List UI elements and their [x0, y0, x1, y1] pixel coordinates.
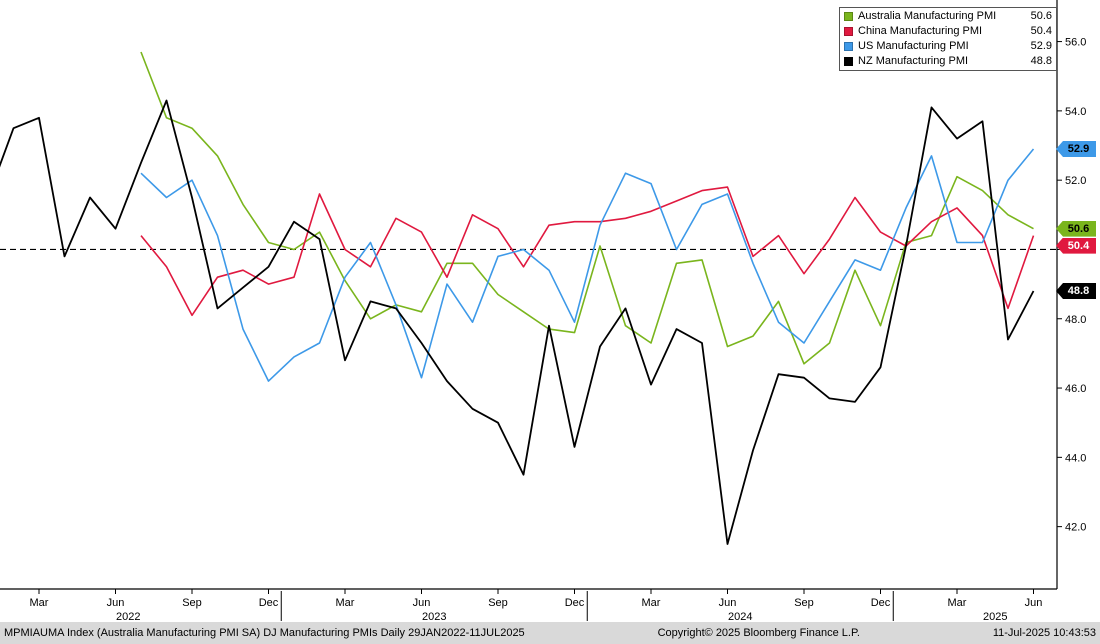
x-tick-label: Jun [1025, 597, 1043, 609]
year-label: 2024 [728, 611, 752, 622]
pmi-line-chart: 56.054.052.050.048.046.044.042.0MarJunSe… [0, 0, 1086, 622]
x-tick-label: Mar [948, 597, 967, 609]
footer-security-description: MPMIAUMA Index (Australia Manufacturing … [4, 627, 525, 639]
footer-timestamp: 11-Jul-2025 10:43:53 [992, 627, 1096, 639]
x-tick-label: Jun [413, 597, 431, 609]
legend-label-china: China Manufacturing PMI [858, 25, 983, 37]
x-tick-label: Dec [565, 597, 585, 609]
legend-swatch-australia [844, 12, 853, 21]
year-label: 2022 [116, 611, 140, 622]
x-tick-label: Dec [871, 597, 891, 609]
last-price-tag-australia: 50.6 [1056, 220, 1096, 237]
y-tick-label: 46.0 [1065, 383, 1086, 395]
series-line-us [140, 148, 1035, 382]
x-tick-label: Sep [488, 597, 508, 609]
x-tick-label: Sep [794, 597, 814, 609]
footer-copyright: Copyright© 2025 Bloomberg Finance L.P. [657, 627, 860, 639]
last-price-tag-nz: 48.8 [1056, 283, 1096, 300]
x-tick-label: Mar [30, 597, 49, 609]
legend-value-china: 50.4 [1030, 25, 1052, 37]
series-line-china [140, 186, 1035, 317]
last-price-tag-us: 52.9 [1056, 140, 1096, 157]
y-tick-label: 48.0 [1065, 314, 1086, 326]
last-price-tag-china: 50.4 [1056, 237, 1096, 254]
year-label: 2025 [983, 611, 1007, 622]
x-tick-label: Jun [107, 597, 125, 609]
series-line-nz [0, 99, 1035, 545]
legend-item-nz[interactable]: NZ Manufacturing PMI 48.8 [840, 54, 1056, 69]
x-tick-label: Mar [336, 597, 355, 609]
x-tick-label: Sep [182, 597, 202, 609]
legend-value-australia: 50.6 [1030, 10, 1052, 22]
legend-item-australia[interactable]: Australia Manufacturing PMI 50.6 [840, 9, 1056, 24]
series-line-australia [140, 51, 1034, 365]
legend-label-australia: Australia Manufacturing PMI [858, 10, 997, 22]
y-tick-label: 52.0 [1065, 175, 1086, 187]
legend-value-us: 52.9 [1030, 40, 1052, 52]
y-tick-label: 54.0 [1065, 106, 1086, 118]
legend-item-china[interactable]: China Manufacturing PMI 50.4 [840, 24, 1056, 39]
legend-swatch-us [844, 42, 853, 51]
legend-label-us: US Manufacturing PMI [858, 40, 969, 52]
chart-legend: Australia Manufacturing PMI 50.6 China Man… [839, 7, 1057, 71]
legend-value-nz: 48.8 [1030, 55, 1052, 67]
legend-label-nz: NZ Manufacturing PMI [858, 55, 969, 67]
status-bar: MPMIAUMA Index (Australia Manufacturing … [0, 622, 1100, 644]
y-tick-label: 56.0 [1065, 37, 1086, 49]
legend-swatch-china [844, 27, 853, 36]
x-tick-label: Jun [719, 597, 737, 609]
x-tick-label: Mar [642, 597, 661, 609]
legend-swatch-nz [844, 57, 853, 66]
x-tick-label: Dec [259, 597, 279, 609]
y-tick-label: 42.0 [1065, 522, 1086, 534]
legend-item-us[interactable]: US Manufacturing PMI 52.9 [840, 39, 1056, 54]
year-label: 2023 [422, 611, 446, 622]
y-tick-label: 44.0 [1065, 452, 1086, 464]
